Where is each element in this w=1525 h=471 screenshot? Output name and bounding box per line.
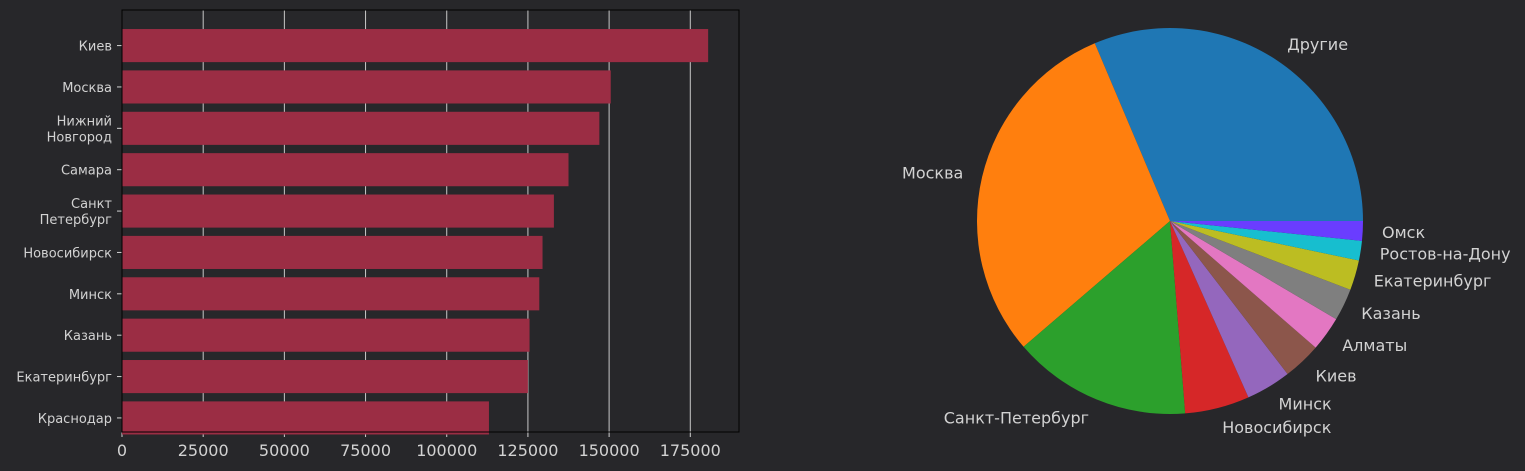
pie-slice (1170, 221, 1362, 261)
x-tick-label: 150000 (579, 441, 640, 460)
y-tick-label: Киев (79, 40, 112, 55)
bar (122, 194, 554, 228)
x-tick-label: 25000 (178, 441, 229, 460)
bar (122, 235, 543, 269)
y-tick-label: Новосибирск (23, 246, 112, 261)
x-tick-label: 75000 (340, 441, 391, 460)
pie-slice (1023, 221, 1186, 414)
pie-label: Алматы (1342, 336, 1407, 355)
bar (122, 70, 611, 104)
x-tick-label: 0 (117, 441, 127, 460)
pie-chart: Другие Москва Санкт-Петербург Новосибирск Ми… (902, 28, 1511, 437)
pie-label: Другие (1287, 35, 1348, 54)
pie-label: Киев (1315, 367, 1356, 386)
pie-label: Новосибирск (1222, 418, 1331, 437)
pie-slice (1170, 221, 1316, 375)
plot-frame (121, 9, 740, 433)
bar (122, 360, 528, 394)
y-tick-label: Минск (69, 288, 112, 303)
bar (122, 318, 530, 352)
bar (122, 153, 569, 187)
pie-slice (1170, 221, 1359, 290)
y-tick-label-line: Санкт (71, 197, 112, 212)
y-tick-label: Санкт Петербург (40, 197, 113, 228)
y-tick-label-line: Нижний (57, 114, 112, 129)
y-tick-label: Казань (64, 329, 112, 344)
pie-slice (976, 43, 1170, 347)
pie-slice (1170, 221, 1288, 398)
x-tick-label: 125000 (497, 441, 558, 460)
pie-label: Санкт-Петербург (944, 408, 1089, 427)
bar-chart: 0 25000 50000 75000 100000 125000 150000 175000… (16, 9, 740, 460)
bar (122, 29, 709, 63)
pie-label: Москва (902, 164, 963, 183)
y-tick-label-line: Петербург (40, 213, 113, 228)
x-tick-label: 50000 (259, 441, 310, 460)
y-tick-label: Самара (61, 164, 112, 179)
pie-slice (1170, 221, 1351, 320)
bar (122, 401, 489, 435)
y-tick-label: Москва (62, 81, 112, 96)
x-tick-label: 175000 (660, 441, 721, 460)
pie-slice (1170, 221, 1249, 414)
pie-slice (1170, 221, 1363, 241)
pie-label: Казань (1361, 304, 1420, 323)
pie-slice (1170, 221, 1337, 348)
pie-label: Омск (1382, 223, 1425, 242)
y-tick-label-line: Новгород (47, 130, 112, 145)
pie-label: Ростов-на-Дону (1380, 245, 1511, 264)
y-tick-label: Нижний Новгород (47, 114, 112, 145)
y-tick-label: Краснодар (38, 412, 112, 427)
pie-label: Екатеринбург (1374, 272, 1492, 291)
y-tick-label: Екатеринбург (16, 371, 112, 386)
pie-slice (1094, 28, 1363, 221)
bar (122, 111, 600, 145)
bar (122, 277, 540, 311)
pie-label: Минск (1279, 394, 1332, 413)
x-tick-label: 100000 (416, 441, 477, 460)
